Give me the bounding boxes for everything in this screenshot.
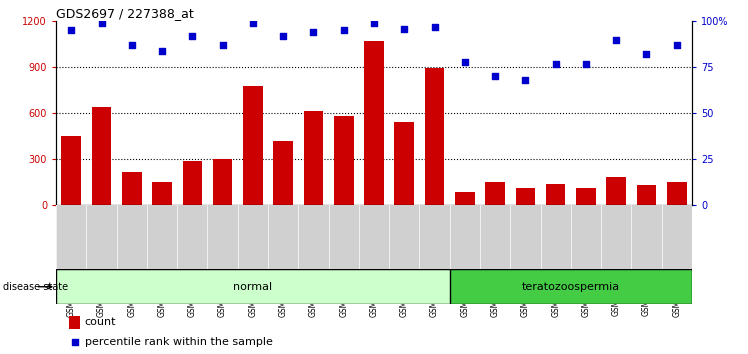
Bar	[576, 188, 595, 205]
Point	[126, 42, 138, 48]
Bar	[607, 177, 626, 205]
Bar	[637, 185, 656, 205]
Bar	[515, 188, 536, 205]
Bar	[546, 184, 565, 205]
Point	[519, 77, 531, 83]
Point	[338, 28, 350, 33]
Point	[536, 224, 548, 229]
Point	[368, 20, 380, 26]
Bar	[153, 182, 172, 205]
Point	[580, 61, 592, 67]
Bar	[122, 172, 141, 205]
Point	[278, 33, 289, 39]
Text: percentile rank within the sample: percentile rank within the sample	[85, 337, 272, 348]
Bar	[273, 141, 293, 205]
Bar	[485, 182, 505, 205]
Point	[610, 37, 622, 42]
Bar	[69, 316, 80, 329]
Point	[247, 20, 259, 26]
Text: count: count	[85, 317, 116, 327]
Text: GDS2697 / 227388_at: GDS2697 / 227388_at	[56, 7, 194, 20]
Point	[156, 48, 168, 53]
Bar	[394, 122, 414, 205]
Bar	[212, 159, 233, 205]
Bar	[243, 86, 263, 205]
Point	[459, 59, 470, 64]
Bar	[364, 41, 384, 205]
Bar	[304, 111, 323, 205]
Bar	[450, 269, 692, 304]
Point	[550, 61, 562, 67]
Text: teratozoospermia: teratozoospermia	[522, 282, 620, 292]
Point	[429, 24, 441, 30]
Point	[640, 52, 652, 57]
Bar	[425, 68, 444, 205]
Bar	[61, 136, 81, 205]
Bar	[183, 161, 202, 205]
Point	[307, 29, 319, 35]
Bar	[334, 116, 354, 205]
Text: disease state: disease state	[3, 282, 68, 292]
Point	[217, 42, 229, 48]
Point	[398, 26, 410, 32]
Bar	[667, 182, 687, 205]
Point	[65, 28, 77, 33]
Point	[671, 42, 683, 48]
Bar	[455, 192, 475, 205]
Text: normal: normal	[233, 282, 272, 292]
Bar	[92, 107, 111, 205]
Bar	[56, 269, 450, 304]
Point	[96, 20, 108, 26]
Point	[186, 33, 198, 39]
Point	[489, 74, 501, 79]
